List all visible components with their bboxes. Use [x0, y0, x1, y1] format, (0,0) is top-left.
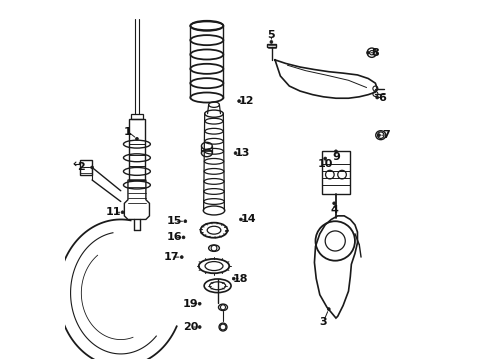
Text: 14: 14 — [240, 215, 255, 224]
Text: 4: 4 — [329, 206, 337, 216]
Circle shape — [90, 166, 93, 169]
Circle shape — [239, 218, 242, 221]
Text: 13: 13 — [235, 148, 250, 158]
Circle shape — [198, 302, 201, 305]
Circle shape — [182, 236, 184, 239]
Text: 11: 11 — [105, 207, 121, 217]
Text: 2: 2 — [77, 162, 85, 172]
Circle shape — [237, 100, 240, 103]
Circle shape — [334, 150, 337, 153]
Circle shape — [234, 152, 237, 154]
Text: 18: 18 — [233, 274, 248, 284]
Text: 19: 19 — [183, 299, 198, 309]
Text: 8: 8 — [371, 48, 379, 58]
Text: 5: 5 — [267, 30, 275, 40]
Text: 1: 1 — [124, 127, 132, 136]
Circle shape — [326, 308, 329, 311]
Circle shape — [323, 157, 326, 160]
Text: 20: 20 — [183, 322, 198, 332]
Circle shape — [232, 277, 235, 280]
Circle shape — [269, 41, 272, 43]
Text: 17: 17 — [163, 252, 179, 262]
Text: 6: 6 — [378, 93, 386, 103]
Text: 12: 12 — [238, 96, 254, 106]
Circle shape — [180, 256, 183, 258]
Text: 16: 16 — [166, 232, 182, 242]
Circle shape — [183, 220, 186, 223]
Circle shape — [332, 202, 335, 205]
Text: 15: 15 — [166, 216, 182, 226]
Circle shape — [366, 51, 369, 54]
Circle shape — [135, 137, 138, 140]
Circle shape — [121, 211, 124, 214]
Circle shape — [375, 96, 378, 99]
Text: 9: 9 — [331, 152, 339, 162]
Text: 7: 7 — [382, 130, 389, 140]
Circle shape — [198, 325, 201, 328]
Text: 3: 3 — [319, 317, 326, 327]
Circle shape — [377, 134, 380, 136]
Text: 10: 10 — [317, 159, 332, 169]
